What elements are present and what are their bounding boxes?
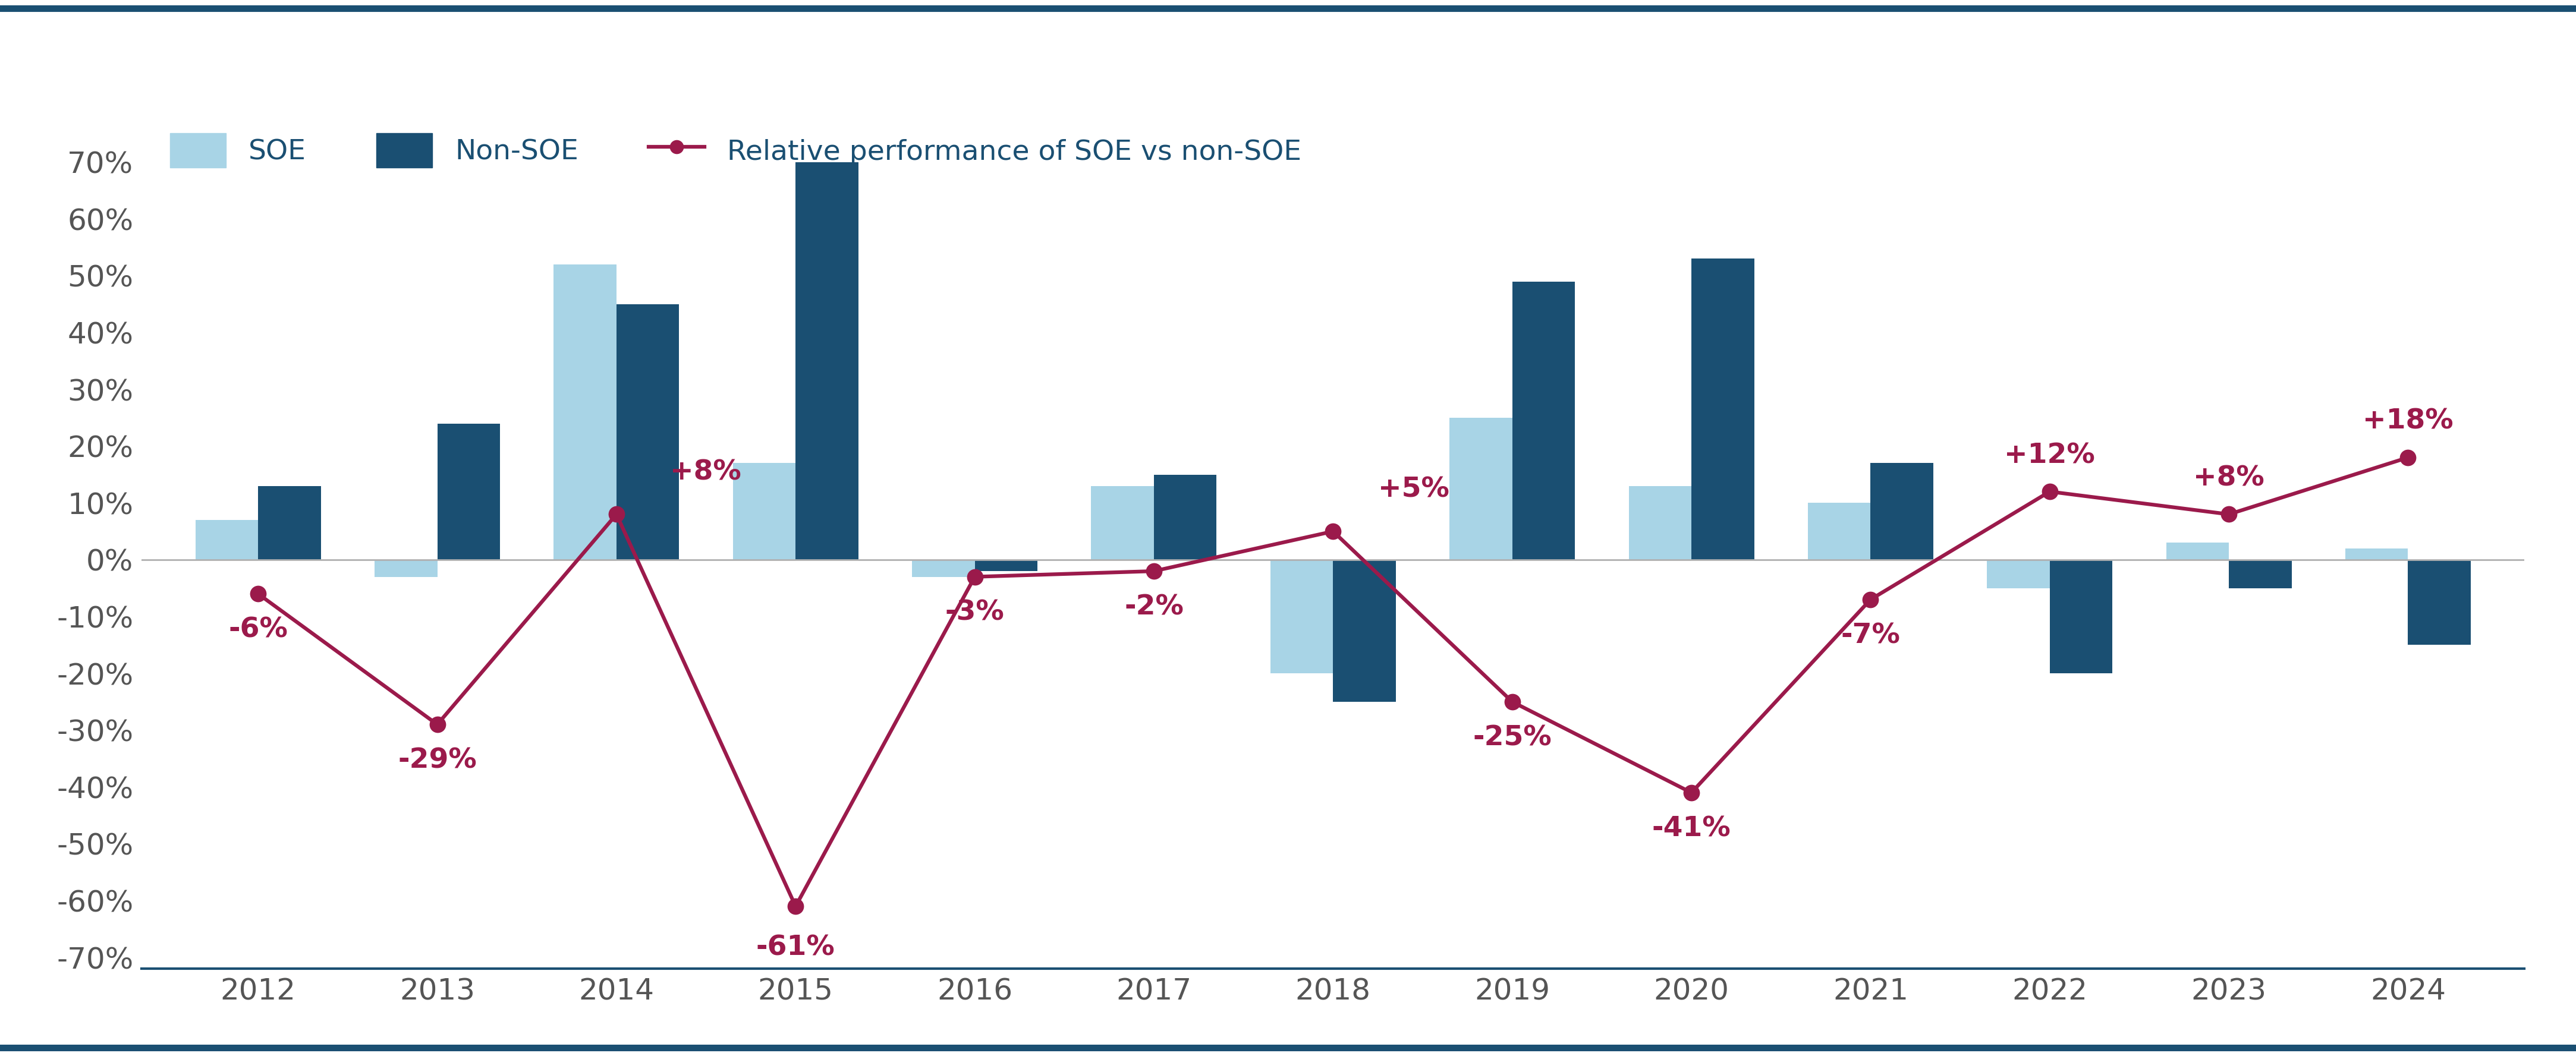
Bar	[1692, 259, 1754, 560]
Bar	[912, 560, 974, 577]
Bar	[2228, 560, 2293, 589]
Bar	[974, 560, 1038, 571]
Bar	[1986, 560, 2050, 589]
Bar	[1512, 281, 1574, 560]
Text: -3%: -3%	[945, 599, 1005, 627]
Text: +18%: +18%	[2362, 408, 2452, 435]
Bar	[1334, 560, 1396, 701]
Text: +5%: +5%	[1378, 476, 1450, 503]
Bar	[1870, 463, 1932, 560]
Bar	[438, 423, 500, 560]
Bar	[1628, 485, 1692, 560]
Bar	[796, 162, 858, 560]
Bar	[258, 485, 322, 560]
Text: +12%: +12%	[2004, 442, 2094, 469]
Text: +8%: +8%	[2192, 464, 2264, 492]
Bar	[196, 520, 258, 560]
Bar	[1154, 475, 1216, 560]
Legend: SOE, Non-SOE, Relative performance of SOE vs non-SOE: SOE, Non-SOE, Relative performance of SO…	[155, 119, 1316, 181]
Bar	[1808, 503, 1870, 560]
Bar	[554, 264, 616, 560]
Text: +8%: +8%	[670, 459, 742, 485]
Text: -6%: -6%	[229, 617, 289, 643]
Bar	[734, 463, 796, 560]
Bar	[2050, 560, 2112, 673]
Text: -2%: -2%	[1123, 594, 1182, 620]
Bar	[2344, 549, 2409, 560]
Bar	[616, 304, 680, 560]
Text: -61%: -61%	[757, 935, 835, 961]
Text: -29%: -29%	[397, 748, 477, 774]
Bar	[374, 560, 438, 577]
Bar	[2409, 560, 2470, 644]
Text: -25%: -25%	[1473, 724, 1551, 751]
Text: -41%: -41%	[1651, 815, 1731, 842]
Bar	[1092, 485, 1154, 560]
Text: -7%: -7%	[1842, 622, 1901, 649]
Bar	[1270, 560, 1334, 673]
Bar	[1450, 418, 1512, 560]
Bar	[2166, 542, 2228, 560]
